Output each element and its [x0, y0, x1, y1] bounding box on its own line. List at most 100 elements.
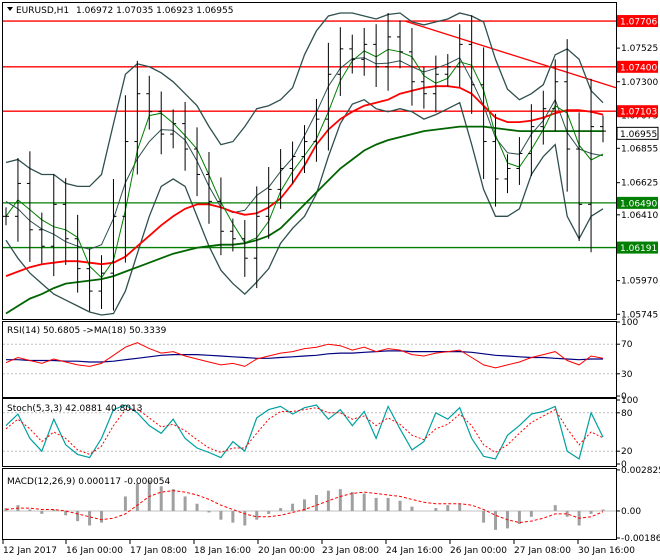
- price-bar: [74, 214, 81, 293]
- current-price-label: 1.06955: [620, 130, 657, 140]
- chart-header: EURUSD,H1 1.06972 1.07035 1.06923 1.0695…: [7, 6, 233, 16]
- collapse-triangle-icon: [7, 7, 13, 11]
- price-plot-area: [3, 12, 617, 316]
- price-bar: [528, 104, 535, 176]
- level-tag-box: [617, 105, 658, 118]
- price-bar: [468, 15, 475, 114]
- price-bar: [253, 186, 260, 289]
- price-bar: [170, 109, 177, 149]
- price-bar: [361, 27, 368, 76]
- current-price-tag: [616, 126, 659, 140]
- level-tag-label: 1.06490: [620, 199, 657, 209]
- stoch-tick-label: 80: [621, 409, 633, 419]
- price-tick-label: 1.05745: [621, 310, 658, 320]
- price-bar: [337, 27, 344, 96]
- price-bar: [86, 248, 93, 312]
- price-bar: [14, 158, 21, 242]
- price-bar: [313, 98, 320, 162]
- price-bar: [385, 12, 392, 91]
- stoch-panel-frame: [2, 398, 617, 467]
- price-bar: [110, 178, 117, 311]
- time-tick-label: 18 Jan 16:00: [194, 546, 251, 556]
- bollinger-lower-line: [5, 98, 604, 316]
- price-bar: [277, 149, 284, 209]
- price-bar: [432, 55, 439, 113]
- price-bar: [492, 113, 499, 207]
- price-bar: [194, 127, 201, 197]
- price-bar: [325, 42, 332, 151]
- macd-panel-frame: [2, 468, 617, 540]
- stoch-tick-label: 20: [621, 447, 633, 457]
- price-bar: [3, 207, 9, 226]
- price-bar: [576, 112, 583, 241]
- macd-title: MACD(12,26,9) 0.000117 -0.000054: [7, 477, 170, 487]
- price-bar: [397, 20, 404, 69]
- price-bar: [588, 78, 595, 253]
- time-tick-label: 26 Jan 00:00: [450, 546, 507, 556]
- level-tag-label: 1.07706: [620, 18, 657, 28]
- price-bar: [444, 54, 451, 87]
- price-bar: [289, 141, 296, 184]
- price-bar: [98, 255, 105, 310]
- macd-plot-area: [3, 480, 616, 530]
- price-bar: [122, 95, 129, 263]
- price-bar: [146, 75, 153, 130]
- level-tag-box: [617, 60, 658, 73]
- price-bar: [552, 59, 559, 132]
- time-tick-label: 27 Jan 08:00: [514, 546, 571, 556]
- time-axis: 12 Jan 2017 16 Jan 00:00 17 Jan 08:00 18 Ja…: [2, 540, 635, 556]
- rsi-line: [5, 342, 604, 369]
- price-bar: [26, 151, 33, 262]
- stoch-tick-label: 100: [621, 396, 638, 406]
- rsi-tick-label: 70: [621, 340, 633, 350]
- price-bar: [158, 91, 165, 155]
- price-tick-label: 1.07300: [621, 78, 658, 88]
- level-tag-label: 1.07400: [620, 63, 657, 73]
- macd-signal-line: [5, 490, 604, 524]
- macd-tick-label: -0.00186: [621, 534, 660, 544]
- rsi-panel-frame: [2, 321, 617, 398]
- level-tag-box: [617, 241, 658, 254]
- price-bar: [217, 177, 224, 256]
- price-tick-label: 1.07525: [621, 44, 658, 54]
- time-tick-label: 12 Jan 2017: [3, 546, 57, 556]
- price-bar: [600, 115, 606, 143]
- stoch-tick-label: 0: [621, 460, 627, 470]
- price-bar: [229, 218, 236, 252]
- moving-average-slow-line: [5, 125, 603, 315]
- price-bar: [373, 24, 380, 87]
- rsi-tick-label: 100: [621, 318, 638, 328]
- price-axis: 1.077051.075251.073001.070751.068551.066…: [616, 15, 659, 320]
- time-tick-label: 24 Jan 16:00: [386, 546, 443, 556]
- price-bar: [62, 178, 69, 265]
- price-bar: [408, 27, 415, 106]
- price-bar: [349, 34, 356, 74]
- price-bar: [456, 24, 463, 87]
- downward-trendline: [405, 20, 617, 89]
- price-bar: [301, 125, 308, 173]
- price-tick-label: 1.06855: [621, 144, 658, 154]
- rsi-tick-label: 30: [621, 370, 633, 380]
- macd-tick-label: 0.002825: [621, 466, 660, 476]
- stoch-plot-area: [3, 404, 616, 460]
- stoch-title: Stoch(5,3,3) 42.0881 40.8013: [7, 404, 142, 414]
- price-bar: [564, 39, 571, 192]
- price-bar: [504, 154, 511, 194]
- macd-tick-label: 0.00: [621, 507, 641, 517]
- level-tag-box: [617, 15, 658, 28]
- rsi-ma-line: [6, 350, 603, 363]
- price-bar: [182, 101, 189, 171]
- rsi-tick-label: 0: [621, 392, 627, 402]
- stoch-d-line: [5, 407, 604, 455]
- price-bar: [38, 212, 45, 264]
- price-bar: [480, 47, 487, 179]
- price-bar: [50, 174, 57, 277]
- time-tick-label: 17 Jan 08:00: [130, 546, 187, 556]
- price-bar: [420, 66, 427, 109]
- time-tick-label: 23 Jan 08:00: [322, 546, 379, 556]
- time-tick-label: 20 Jan 00:00: [258, 546, 315, 556]
- rsi-title: RSI(14) 50.6805 ->MA(18) 50.3339: [7, 326, 167, 336]
- level-tag-label: 1.06191: [620, 244, 657, 254]
